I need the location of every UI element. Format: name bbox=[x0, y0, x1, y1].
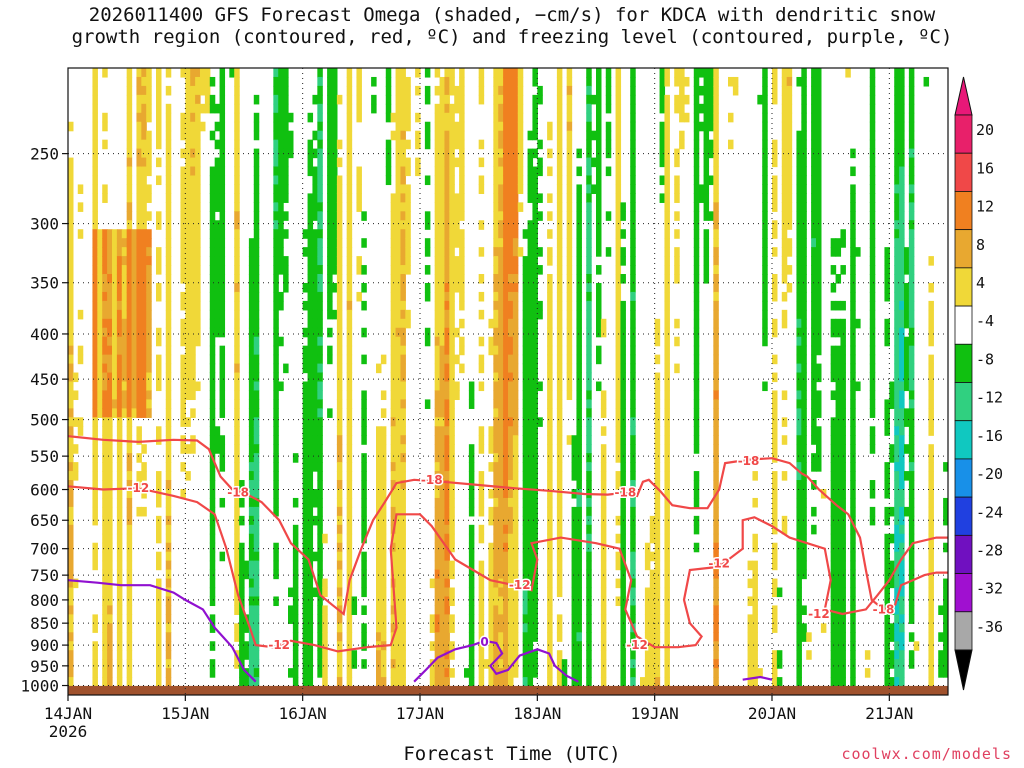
colorbar-bottom-arrow bbox=[954, 649, 973, 691]
y-tick-label: 350 bbox=[30, 274, 59, 293]
y-tick-label: 1000 bbox=[20, 677, 59, 696]
y-tick-label: 500 bbox=[30, 411, 59, 430]
colorbar-swatch bbox=[954, 267, 973, 307]
colorbar-top-arrow bbox=[954, 76, 973, 116]
colorbar-swatch bbox=[954, 534, 973, 574]
colorbar-swatch bbox=[954, 191, 973, 231]
colorbar-label: 8 bbox=[976, 236, 985, 254]
y-tick-label: 400 bbox=[30, 325, 59, 344]
plot-frame bbox=[67, 67, 949, 696]
chart-title-line-1: 2026011400 GFS Forecast Omega (shaded, −… bbox=[88, 4, 936, 26]
x-tick-label: 17JAN bbox=[396, 704, 444, 723]
colorbar-label: -16 bbox=[976, 427, 1003, 445]
colorbar-label: 12 bbox=[976, 198, 994, 216]
y-tick-label: 600 bbox=[30, 481, 59, 500]
colorbar-swatch bbox=[954, 573, 973, 613]
y-tick-label: 250 bbox=[30, 145, 59, 164]
contour-label: -18 bbox=[614, 486, 636, 500]
axis-layer: 250 300 350 400 450 500 550 600 650 700 750 800 850 9… bbox=[20, 67, 949, 741]
colorbar-label: -20 bbox=[976, 465, 1003, 483]
x-tick-label: 21JAN bbox=[865, 704, 913, 723]
contour-label: -18 bbox=[421, 473, 443, 487]
colorbar-label: 4 bbox=[976, 274, 985, 292]
contour-line bbox=[68, 435, 948, 617]
x-tick-label: 18JAN bbox=[513, 704, 561, 723]
contour-line bbox=[413, 639, 579, 683]
colorbar-swatch bbox=[954, 114, 973, 154]
omega-shading-layer bbox=[68, 68, 948, 695]
y-tick-label: 700 bbox=[30, 540, 59, 559]
colorbar-swatch bbox=[954, 458, 973, 498]
colorbar-swatch bbox=[954, 152, 973, 192]
contour-label: -18 bbox=[873, 602, 895, 616]
y-tick-label: 800 bbox=[30, 591, 59, 610]
y-tick-label: 750 bbox=[30, 566, 59, 585]
x-tick-label: 14JAN bbox=[44, 704, 92, 723]
y-tick-label: 450 bbox=[30, 370, 59, 389]
colorbar: 20 16 12 8 4 -4 -8 -12 -16 -20 -24 -28 -32 -36 bbox=[954, 76, 1003, 691]
x-tick-label: 20JAN bbox=[748, 704, 796, 723]
y-tick-label: 850 bbox=[30, 614, 59, 633]
colorbar-label: -24 bbox=[976, 503, 1003, 521]
colorbar-swatch bbox=[954, 420, 973, 460]
x-tick-label: 15JAN bbox=[161, 704, 209, 723]
grid-layer bbox=[67, 68, 948, 695]
ground-strip bbox=[68, 685, 948, 695]
colorbar-swatch bbox=[954, 305, 973, 345]
contour-label: -12 bbox=[268, 638, 290, 652]
contour-label: -12 bbox=[808, 607, 830, 621]
colorbar-label: -8 bbox=[976, 350, 994, 368]
y-tick-label: 650 bbox=[30, 511, 59, 530]
contour-label: -12 bbox=[509, 578, 531, 592]
y-tick-label: 900 bbox=[30, 636, 59, 655]
contour-label: -18 bbox=[227, 486, 249, 500]
colorbar-swatch bbox=[954, 382, 973, 422]
colorbar-swatch bbox=[954, 496, 973, 536]
colorbar-label: -32 bbox=[976, 580, 1003, 598]
contour-label: -18 bbox=[738, 454, 760, 468]
x-tick-label: 19JAN bbox=[631, 704, 679, 723]
contour-label: -12 bbox=[708, 557, 730, 571]
chart-title: 2026011400 GFS Forecast Omega (shaded, −… bbox=[0, 4, 1024, 48]
colorbar-label: -28 bbox=[976, 541, 1003, 559]
colorbar-swatch bbox=[954, 229, 973, 269]
contour-label: -12 bbox=[128, 481, 150, 495]
y-tick-label: 300 bbox=[30, 215, 59, 234]
x-tick-label: 16JAN bbox=[279, 704, 327, 723]
colorbar-swatch bbox=[954, 343, 973, 383]
contour-label: 0 bbox=[480, 635, 488, 649]
credit-text: coolwx.com/models bbox=[841, 745, 1012, 763]
colorbar-swatch bbox=[954, 611, 973, 651]
y-tick-label: 550 bbox=[30, 447, 59, 466]
x-tick-sublabel: 2026 bbox=[49, 722, 88, 741]
x-axis-label: Forecast Time (UTC) bbox=[403, 743, 621, 765]
colorbar-label: 16 bbox=[976, 159, 994, 177]
colorbar-label: -12 bbox=[976, 389, 1003, 407]
colorbar-label: 20 bbox=[976, 121, 994, 139]
contour-line bbox=[68, 579, 257, 683]
contour-line bbox=[68, 485, 948, 653]
contour-label: -12 bbox=[626, 638, 648, 652]
chart-title-line-2: growth region (contoured, red, ºC) and f… bbox=[71, 26, 953, 48]
contour-layer: -12 -12 -12 -12 -12 -12 -18 -18 -18 -18 -18 0 bbox=[68, 435, 948, 683]
colorbar-label: -36 bbox=[976, 618, 1003, 636]
y-tick-label: 950 bbox=[30, 657, 59, 676]
contour-line bbox=[742, 675, 773, 681]
colorbar-label: -4 bbox=[976, 312, 994, 330]
ground-layer bbox=[68, 685, 948, 695]
